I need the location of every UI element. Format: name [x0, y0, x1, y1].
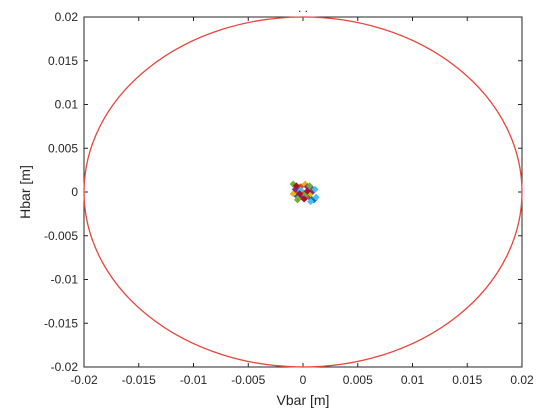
y-tick-label: 0.01	[55, 98, 79, 112]
data-point	[306, 182, 314, 190]
x-tick-label: -0.02	[70, 373, 98, 387]
x-tick-label: 0.02	[510, 373, 534, 387]
y-tick-label: -0.01	[51, 273, 79, 287]
data-point	[311, 185, 319, 193]
x-tick-label: -0.015	[122, 373, 156, 387]
y-tick-label: 0.015	[48, 54, 78, 68]
y-tick-label: 0.005	[48, 141, 78, 155]
x-tick-label: 0.005	[343, 373, 373, 387]
chart-title: . .	[298, 1, 308, 15]
y-tick-label: -0.02	[51, 360, 79, 374]
x-tick-label: -0.01	[180, 373, 208, 387]
circle-boundary	[83, 16, 523, 368]
axis-ticks: -0.02 -0.015 -0.01 -0.005 0 0.005 0.01 0.015 0.0…	[44, 10, 534, 387]
x-tick-label: 0	[300, 373, 307, 387]
scatter-points	[289, 180, 320, 206]
y-tick-label: 0.02	[55, 10, 79, 24]
y-tick-label: -0.005	[44, 229, 78, 243]
boundary-circle	[83, 16, 523, 368]
data-point	[293, 196, 302, 204]
y-axis-label: Hbar [m]	[17, 165, 33, 219]
data-point	[307, 198, 315, 206]
x-tick-label: 0.015	[452, 373, 482, 387]
data-point	[312, 193, 320, 201]
x-axis-label: Vbar [m]	[277, 392, 330, 408]
data-point	[296, 190, 304, 198]
data-point	[292, 182, 300, 190]
y-tick-label: -0.015	[44, 316, 78, 330]
x-tick-label: -0.005	[231, 373, 265, 387]
y-tick-label: 0	[71, 185, 78, 199]
data-point	[300, 195, 308, 203]
data-point	[303, 187, 311, 195]
x-tick-label: 0.01	[401, 373, 425, 387]
